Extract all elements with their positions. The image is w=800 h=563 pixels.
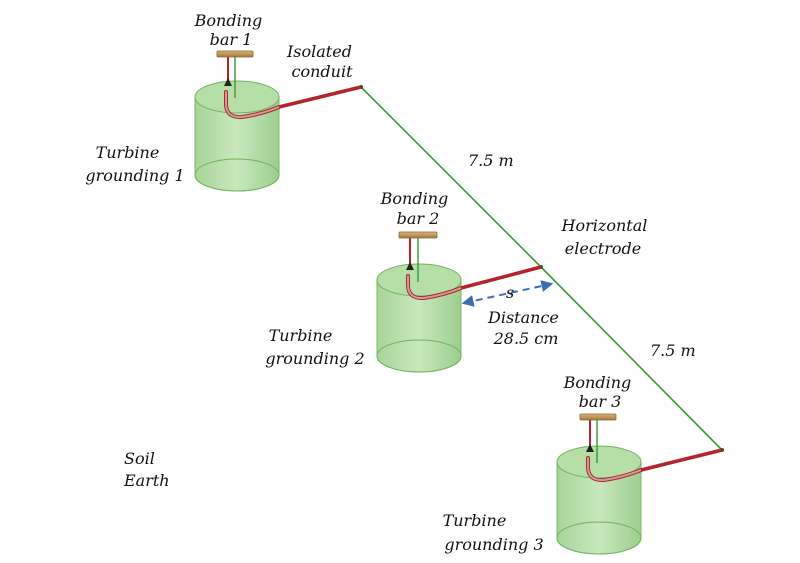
turbine-grounding-2-label: Turbine grounding 2 — [265, 326, 364, 368]
soil-earth-label: Soil Earth — [123, 449, 170, 490]
horizontal-electrode-label: Horizontal electrode — [561, 216, 653, 258]
length-upper-label: 7.5 m — [468, 151, 514, 170]
distance-label: Distance 28.5 cm — [487, 308, 564, 348]
isolated-conduit-3 — [586, 444, 723, 483]
distance-arrow — [461, 280, 554, 307]
isolated-conduit-1 — [224, 78, 362, 120]
bonding-bar-1-label: Bonding bar 1 — [194, 11, 268, 49]
bonding-bar-3-label: Bonding bar 3 — [563, 373, 637, 411]
isolated-conduit-2 — [406, 262, 542, 301]
turbine-grounding-1 — [194, 80, 280, 192]
turbine-grounding-1-label: Turbine grounding 1 — [85, 143, 184, 185]
bonding-bar-2-label: Bonding bar 2 — [380, 189, 454, 228]
isolated-conduit-label: Isolated conduit — [286, 42, 357, 81]
turbine-grounding-2 — [376, 263, 462, 373]
distance-symbol-label: s — [506, 283, 514, 302]
length-lower-label: 7.5 m — [650, 341, 696, 360]
turbine-grounding-3-label: Turbine grounding 3 — [443, 511, 544, 554]
turbine-grounding-3 — [556, 445, 642, 555]
